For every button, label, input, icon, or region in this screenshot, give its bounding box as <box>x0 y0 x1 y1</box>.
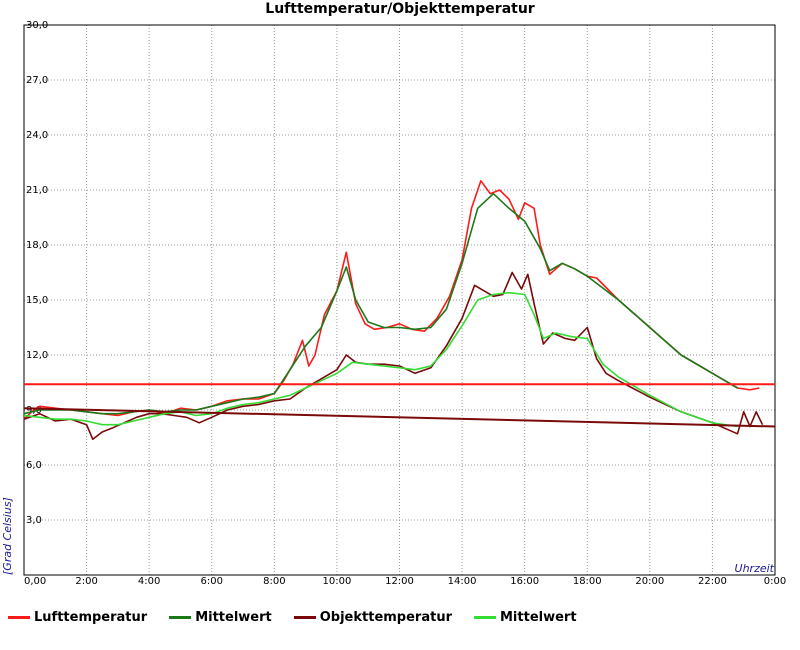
y-tick-label-9: 27,0 <box>26 75 48 86</box>
x-axis-label: Uhrzeit <box>735 562 775 575</box>
y-tick-label-1: 3,0 <box>26 515 42 526</box>
legend-item-3: Mittelwert <box>474 610 577 625</box>
legend-swatch-0 <box>8 615 30 619</box>
x-tick-label-12: 0:00 <box>764 576 786 587</box>
y-tick-label-7: 21,0 <box>26 185 48 196</box>
legend-item-2: Objekttemperatur <box>293 609 452 625</box>
plot-area-frame <box>23 24 776 576</box>
legend-label-3: Mittelwert <box>500 609 577 625</box>
y-tick-label-4: 12,0 <box>26 350 48 361</box>
y-tick-label-8: 24,0 <box>26 130 48 141</box>
x-tick-label-5: 10:00 <box>323 576 352 587</box>
y-tick-label-10: 30,0 <box>26 20 48 31</box>
series-line-5 <box>23 407 776 428</box>
legend-label-2: Objekttemperatur <box>319 609 452 625</box>
legend-swatch-2 <box>293 615 316 619</box>
x-tick-label-0: 0,00 <box>24 576 46 587</box>
y-axis-ticks: 3,06,09,012,015,018,021,024,027,030,0 <box>26 20 48 526</box>
legend-item-0: Lufttemperatur <box>8 610 147 625</box>
x-tick-label-8: 16:00 <box>510 576 539 587</box>
legend-item-1: Mittelwert <box>169 610 272 625</box>
x-tick-label-3: 6:00 <box>201 576 223 587</box>
series-line-1 <box>23 192 738 415</box>
x-tick-label-6: 12:00 <box>385 576 414 587</box>
x-tick-label-11: 22:00 <box>698 576 727 587</box>
x-axis-ticks: 0,00 2:00 4:00 6:00 8:00 10:00 12:00 14:00 16:00… <box>24 576 786 587</box>
legend-swatch-3 <box>474 615 496 619</box>
y-axis-label: [Grad Celsius] <box>1 497 14 575</box>
series-line-2 <box>23 271 764 441</box>
legend-swatch-1 <box>169 615 192 619</box>
y-tick-label-5: 15,0 <box>26 295 48 306</box>
x-tick-label-1: 2:00 <box>75 576 97 587</box>
x-tick-label-7: 14:00 <box>448 576 477 587</box>
chart-title: Lufttemperatur/Objekttemperatur <box>265 1 535 17</box>
x-tick-label-2: 4:00 <box>138 576 160 587</box>
x-tick-label-4: 8:00 <box>263 576 285 587</box>
x-tick-label-10: 20:00 <box>635 576 664 587</box>
series-group <box>23 180 776 441</box>
legend: Lufttemperatur Mittelwert Objekttemperatur… <box>8 607 599 627</box>
y-tick-label-6: 18,0 <box>26 240 48 251</box>
legend-label-1: Mittelwert <box>195 609 272 625</box>
legend-label-0: Lufttemperatur <box>34 609 148 625</box>
y-tick-label-2: 6,0 <box>26 460 42 471</box>
x-tick-label-9: 18:00 <box>573 576 602 587</box>
series-line-3 <box>23 291 738 428</box>
gridlines <box>23 24 776 576</box>
